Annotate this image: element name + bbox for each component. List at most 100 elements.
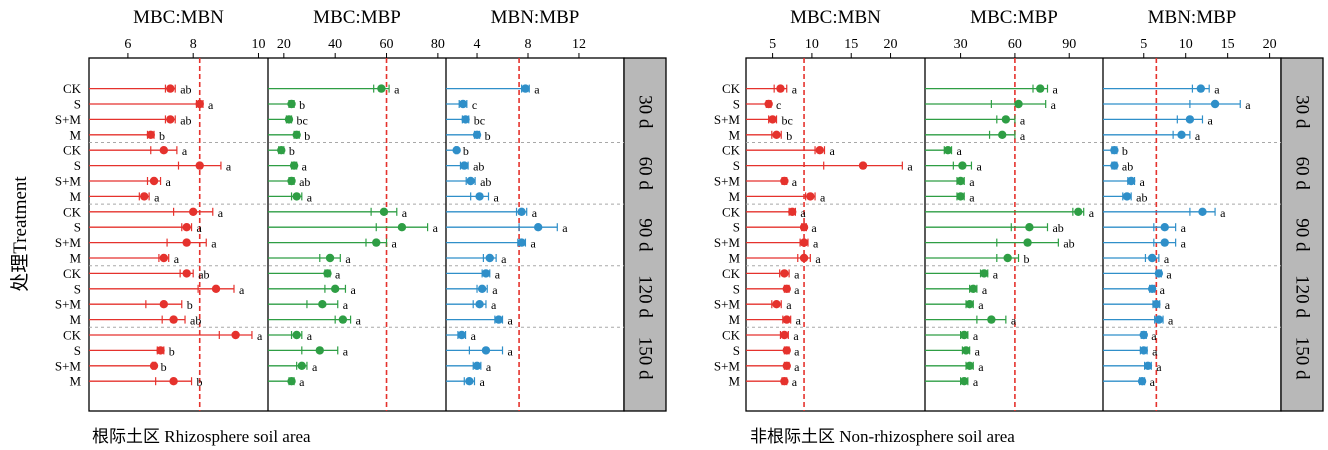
significance-letter: a: [402, 206, 408, 220]
period-label: 150 d: [635, 337, 656, 380]
data-point: [815, 146, 824, 155]
significance-letter: a: [491, 298, 497, 312]
data-point: [533, 223, 543, 232]
significance-letter: bc: [297, 113, 308, 127]
data-point: [960, 377, 969, 386]
data-point: [166, 115, 175, 124]
significance-letter: a: [969, 190, 975, 204]
significance-letter: a: [829, 144, 835, 158]
data-point: [772, 300, 781, 309]
category-label: S+M: [55, 235, 82, 250]
significance-letter: a: [976, 160, 982, 174]
data-point: [1139, 330, 1148, 340]
significance-letter: a: [211, 237, 217, 251]
significance-letter: ab: [198, 267, 209, 281]
significance-letter: a: [973, 329, 979, 343]
data-point: [1001, 115, 1011, 124]
data-point: [806, 192, 815, 201]
significance-letter: a: [1220, 206, 1226, 220]
category-label: M: [728, 374, 740, 389]
category-label: S+M: [55, 112, 82, 127]
significance-letter: b: [161, 360, 167, 374]
significance-letter: a: [1160, 283, 1166, 297]
significance-letter: a: [501, 252, 507, 266]
category-label: CK: [63, 266, 82, 281]
significance-letter: a: [796, 314, 802, 328]
data-point: [149, 176, 159, 186]
data-point: [287, 99, 296, 109]
significance-letter: ab: [480, 175, 491, 189]
data-point: [1198, 207, 1207, 216]
data-point: [517, 238, 526, 247]
data-point: [1014, 99, 1023, 109]
significance-letter: a: [345, 252, 351, 266]
data-point: [377, 84, 386, 93]
data-point: [330, 284, 340, 293]
subplot-title: MBC:MBN: [790, 7, 881, 28]
significance-letter: a: [811, 221, 817, 235]
data-point: [472, 361, 482, 370]
significance-letter: a: [794, 283, 800, 297]
significance-letter: a: [166, 175, 172, 189]
x-tick-label: 10: [805, 37, 819, 52]
data-point: [782, 315, 791, 324]
significance-letter: a: [174, 252, 180, 266]
significance-letter: a: [1207, 113, 1213, 127]
category-label: CK: [722, 328, 741, 343]
significance-letter: a: [1166, 267, 1172, 281]
data-point: [1152, 300, 1161, 309]
category-label: CK: [63, 143, 82, 158]
x-tick-label: 10: [1179, 37, 1193, 52]
data-point: [182, 269, 191, 278]
subplot-title: MBC:MBN: [133, 7, 224, 28]
period-label: 120 d: [635, 275, 656, 318]
data-point: [323, 269, 332, 278]
subplot-title: MBN:MBP: [491, 7, 580, 28]
data-point: [481, 269, 491, 278]
significance-letter: a: [1020, 113, 1026, 127]
data-point: [1210, 99, 1220, 109]
significance-letter: a: [532, 206, 538, 220]
significance-letter: a: [793, 329, 799, 343]
data-point: [1036, 84, 1045, 93]
data-point: [379, 207, 389, 216]
x-tick-label: 40: [328, 37, 342, 52]
category-label: S: [74, 343, 81, 358]
period-label: 30 d: [635, 95, 656, 129]
period-label: 30 d: [1292, 95, 1313, 129]
data-point: [987, 315, 996, 324]
significance-letter: a: [1245, 98, 1251, 112]
data-point: [397, 223, 407, 232]
data-point: [277, 146, 286, 155]
significance-letter: b: [1122, 144, 1128, 158]
category-label: S+M: [714, 297, 741, 312]
data-point: [1177, 130, 1186, 139]
data-point: [960, 330, 969, 340]
data-point: [799, 223, 809, 232]
data-point: [287, 176, 296, 186]
significance-letter: a: [1168, 314, 1174, 328]
data-point: [788, 207, 797, 216]
significance-letter: bc: [474, 113, 485, 127]
significance-letter: a: [1181, 237, 1187, 251]
data-point: [159, 253, 169, 263]
significance-letter: bc: [782, 113, 793, 127]
significance-letter: a: [957, 144, 963, 158]
data-point: [140, 192, 149, 201]
x-tick-label: 5: [1140, 37, 1147, 52]
category-label: M: [69, 374, 81, 389]
data-point: [292, 130, 301, 139]
category-label: S: [733, 343, 740, 358]
category-label: S+M: [55, 174, 82, 189]
category-label: S: [74, 97, 81, 112]
category-label: S+M: [55, 297, 82, 312]
data-point: [943, 146, 953, 155]
data-point: [1196, 84, 1206, 93]
data-point: [169, 315, 178, 324]
significance-letter: a: [239, 283, 245, 297]
x-tick-label: 20: [1263, 37, 1277, 52]
x-tick-label: 15: [1221, 37, 1235, 52]
data-point: [780, 330, 789, 340]
data-point: [231, 330, 240, 340]
significance-letter: a: [307, 329, 313, 343]
